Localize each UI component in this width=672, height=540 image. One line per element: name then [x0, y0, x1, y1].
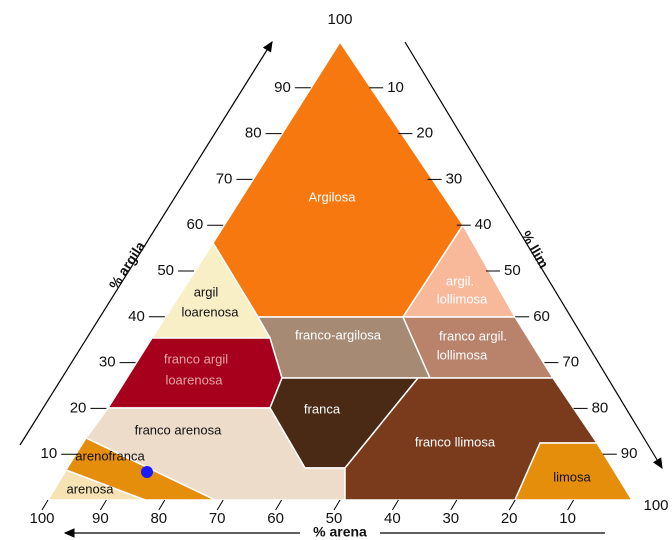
llim-tick-label: 50	[504, 262, 521, 279]
tick-mark	[333, 499, 341, 511]
region-arenosa	[46, 469, 146, 501]
region-label: arenosa	[67, 481, 115, 496]
regions	[46, 40, 634, 501]
llim-tick-label: 60	[533, 308, 550, 325]
argila-tick-label: 90	[274, 79, 291, 96]
arena-tick-label: 10	[559, 510, 576, 527]
arena-tick-label: 70	[209, 510, 226, 527]
arena-tick-label: 100	[29, 510, 54, 527]
region-label: franco argil	[164, 351, 228, 366]
argila-tick-label: 20	[70, 399, 87, 416]
tick-mark	[275, 499, 283, 511]
tick-mark	[99, 499, 107, 511]
region-label: franco-argilosa	[295, 327, 382, 342]
llim-arrow	[404, 41, 663, 470]
argila-tick-label: 70	[216, 170, 233, 187]
arena-tick-label: 90	[92, 510, 109, 527]
region-label: limosa	[553, 469, 591, 484]
region-labels: Argilosa argil loarenosa argil. lollimos…	[67, 189, 592, 496]
region-label: lollimosa	[437, 291, 488, 306]
arena-tick-label: 60	[267, 510, 284, 527]
tick-mark	[391, 499, 399, 511]
llim-tick-label: 70	[562, 354, 579, 371]
region-label: loarenosa	[165, 372, 223, 387]
argila-tick-label: 50	[157, 262, 174, 279]
region-franco-argilosa	[256, 316, 432, 379]
tick-mark	[450, 499, 458, 511]
llim-tick-label: 80	[592, 399, 609, 416]
region-label: franco argil.	[439, 328, 507, 343]
arena-tick-label: 30	[442, 510, 459, 527]
tick-mark	[158, 499, 166, 511]
argila-tick-label: 10	[41, 445, 58, 462]
arena-tick-label: 50	[326, 510, 343, 527]
llim-tick-label: 30	[446, 170, 463, 187]
tick-mark	[508, 499, 516, 511]
argila-tick-label: 40	[128, 308, 145, 325]
argila-arrow	[19, 40, 273, 446]
arena-tick-label: 40	[384, 510, 401, 527]
region-label: argil.	[446, 273, 474, 288]
llim-tick-label: 20	[416, 125, 433, 142]
axis-label: % llim	[518, 228, 552, 271]
llim-tick-label: 40	[475, 216, 492, 233]
llim-tick-label: 90	[621, 445, 638, 462]
tick-mark	[567, 499, 575, 511]
tick-mark	[216, 499, 224, 511]
apex-label: 100	[327, 11, 352, 28]
llim-tick-label: 10	[387, 79, 404, 96]
tick-mark	[41, 499, 49, 511]
region-label: franco arenosa	[135, 422, 222, 437]
argila-tick-label: 60	[187, 216, 204, 233]
region-limosa	[513, 442, 634, 501]
sample-point	[141, 466, 153, 478]
corner-label: 100	[643, 497, 668, 514]
argila-tick-label: 80	[245, 125, 262, 142]
region-label: lollimosa	[437, 347, 488, 362]
argila-tick-label: 30	[99, 354, 116, 371]
region-label: argil	[194, 284, 219, 299]
axis-label: % argila	[106, 238, 149, 292]
region-label: Argilosa	[309, 189, 357, 204]
axis-label: % arena	[313, 524, 367, 540]
region-label: franca	[304, 401, 341, 416]
arena-tick-label: 20	[501, 510, 518, 527]
region-franco-arenosa	[84, 407, 346, 501]
arena-tick-label: 80	[150, 510, 167, 527]
region-label: arenofranca	[75, 448, 145, 463]
region-label: franco llimosa	[415, 434, 496, 449]
region-label: loarenosa	[181, 304, 239, 319]
